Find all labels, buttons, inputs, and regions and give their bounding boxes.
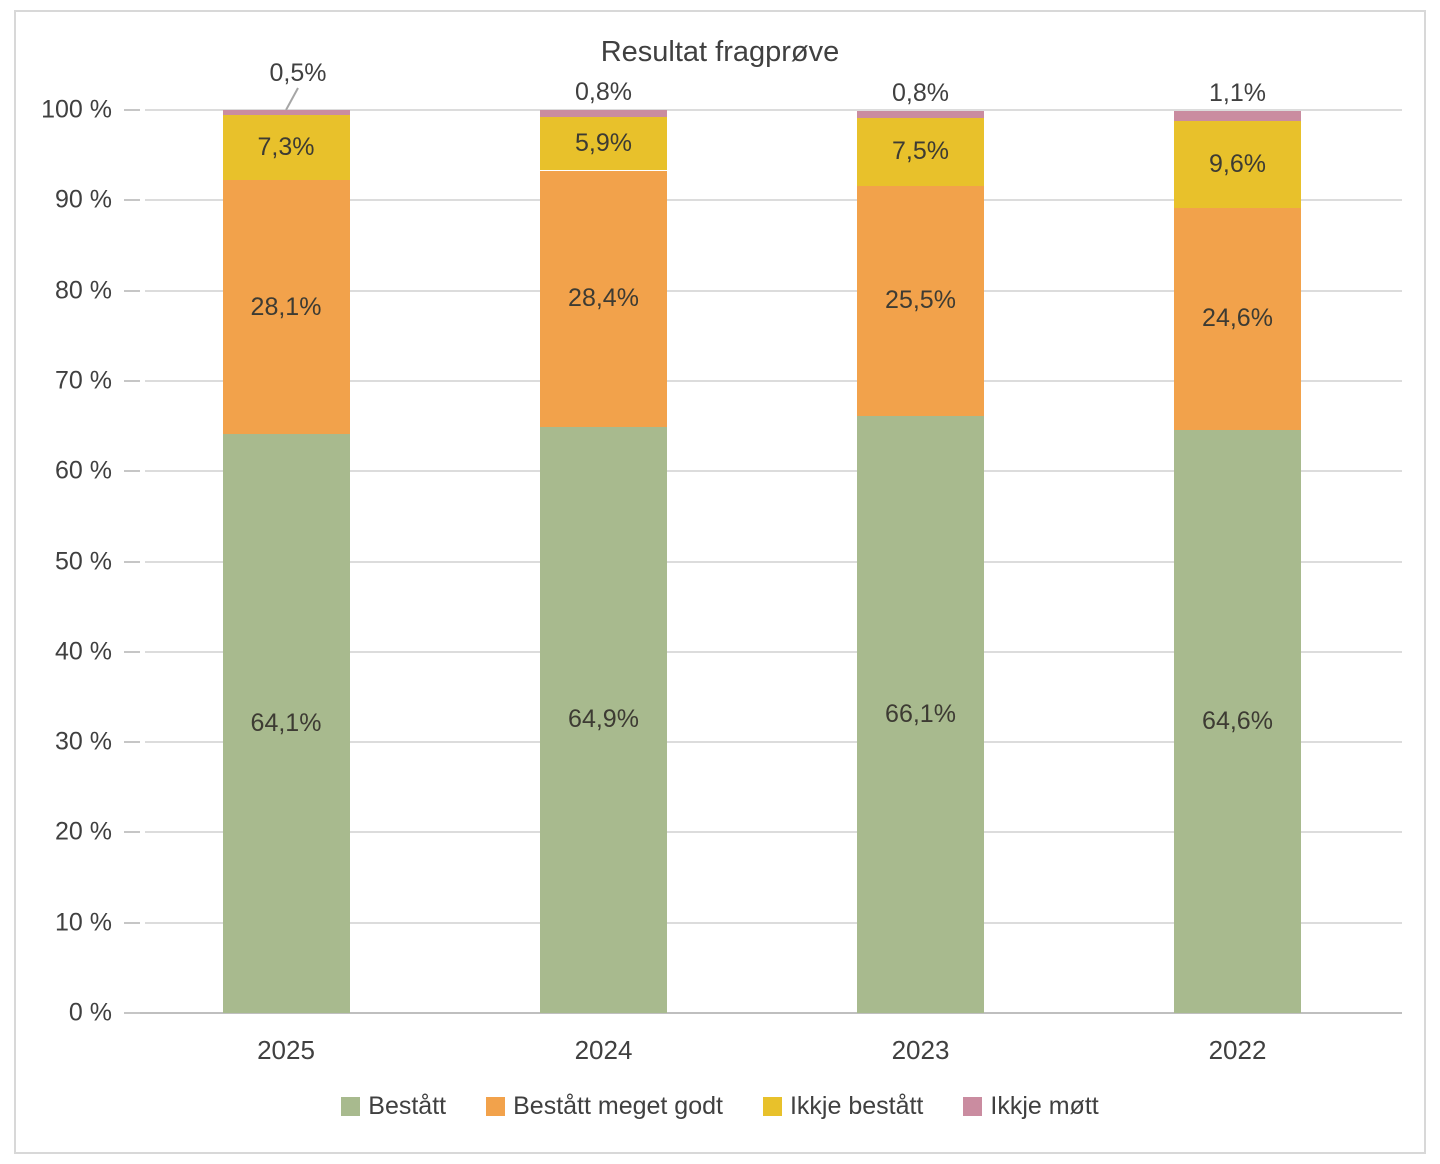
bar-segment-best-tt-meget-godt: 28,4%	[540, 170, 667, 427]
bar-segment-label: 64,9%	[568, 705, 639, 734]
y-axis-label: 30 %	[55, 727, 112, 756]
y-axis-tick	[124, 289, 140, 292]
label-leader-line	[285, 87, 299, 111]
gridline	[145, 921, 1402, 924]
bar-segment-label: 66,1%	[885, 700, 956, 729]
gridline	[145, 650, 1402, 653]
bar-segment-ikkje-m-tt	[540, 110, 667, 118]
gridline	[145, 470, 1402, 473]
x-axis-label: 2025	[257, 1035, 315, 1065]
y-axis-label: 90 %	[55, 185, 112, 214]
bar-top-label: 1,1%	[1209, 78, 1266, 107]
y-axis-tick	[124, 831, 140, 834]
legend-label: Ikkje møtt	[990, 1092, 1099, 1120]
x-axis-line	[124, 1012, 1402, 1014]
bar-segment-best-tt: 66,1%	[857, 416, 984, 1013]
bar-segment-label: 7,3%	[257, 132, 315, 161]
gridline	[145, 199, 1402, 202]
y-axis-label: 70 %	[55, 366, 112, 395]
x-axis-label: 2022	[1208, 1035, 1267, 1065]
bar-segment-label: 64,6%	[1202, 706, 1273, 735]
bar-top-label: 0,8%	[575, 78, 632, 106]
bar-segment-best-tt: 64,1%	[222, 434, 350, 1013]
gridline	[145, 379, 1402, 382]
bar-segment-label: 28,1%	[250, 292, 322, 321]
y-axis-tick	[124, 1012, 140, 1014]
y-axis-label: 0 %	[68, 998, 112, 1027]
legend-item-ikkje-best-tt: Ikkje bestått	[762, 1092, 924, 1121]
legend-item-best-tt: Bestått	[341, 1092, 446, 1121]
legend-swatch	[762, 1097, 782, 1116]
y-axis-tick	[124, 109, 140, 111]
bar-segment-ikkje-best-tt: 5,9%	[540, 117, 667, 171]
gridline	[145, 741, 1402, 744]
bar-segment-best-tt-meget-godt: 28,1%	[222, 180, 350, 435]
bar-top-label: 0,5%	[269, 59, 327, 87]
x-axis-label: 2024	[574, 1035, 633, 1065]
bar-segment-best-tt: 64,9%	[540, 426, 667, 1013]
bar-segment-label: 7,5%	[892, 137, 949, 166]
bar-segment-ikkje-m-tt	[1174, 110, 1301, 121]
bar-segment-ikkje-m-tt	[857, 110, 984, 119]
legend-swatch	[486, 1097, 506, 1116]
y-axis-label: 80 %	[55, 276, 112, 305]
y-axis-label: 10 %	[55, 908, 112, 937]
legend-label: Ikkje bestått	[789, 1092, 924, 1120]
y-axis-tick	[124, 199, 140, 202]
legend-item-ikkje-m-tt: Ikkje møtt	[963, 1092, 1099, 1121]
bar-segment-label: 28,4%	[568, 284, 639, 313]
bar-segment-label: 25,5%	[885, 286, 956, 315]
legend-label: Bestått meget godt	[513, 1092, 723, 1120]
bar-segment-ikkje-best-tt: 7,5%	[857, 118, 984, 186]
bar-segment-best-tt-meget-godt: 24,6%	[1174, 207, 1301, 430]
y-axis-tick	[124, 470, 140, 473]
legend: Bestått Bestått meget godt Ikkje bestått Ik…	[0, 1092, 1440, 1121]
y-axis-tick	[124, 921, 140, 924]
y-axis-label: 60 %	[55, 456, 112, 485]
gridline	[145, 560, 1402, 563]
y-axis-label: 100 %	[41, 95, 112, 124]
legend-swatch	[341, 1097, 361, 1116]
gridline	[145, 289, 1402, 292]
chart-title: Resultat fragprøve	[600, 36, 840, 68]
bar-segment-label: 64,1%	[250, 709, 322, 738]
gridline	[145, 831, 1402, 834]
gridline	[145, 109, 1402, 111]
bar-segment-label: 5,9%	[575, 129, 632, 158]
x-axis-label: 2023	[891, 1035, 950, 1065]
bar-segment-ikkje-m-tt	[222, 110, 350, 115]
y-axis-label: 20 %	[55, 817, 112, 846]
bar-segment-label: 24,6%	[1202, 304, 1273, 333]
legend-item-best-tt-meget-godt: Bestått meget godt	[486, 1092, 723, 1121]
legend-label: Bestått	[368, 1092, 447, 1120]
bar-segment-best-tt-meget-godt: 25,5%	[857, 185, 984, 417]
y-axis-tick	[124, 741, 140, 744]
legend-swatch	[963, 1097, 983, 1116]
y-axis-tick	[124, 379, 140, 382]
bar-segment-ikkje-best-tt: 7,3%	[222, 114, 350, 181]
bar-segment-label: 9,6%	[1209, 149, 1266, 178]
y-axis-tick	[124, 560, 140, 563]
bar-segment-ikkje-best-tt: 9,6%	[1174, 120, 1301, 208]
bar-top-label: 0,8%	[892, 78, 949, 107]
y-axis-label: 50 %	[55, 547, 112, 575]
y-axis-label: 40 %	[55, 637, 112, 666]
y-axis-tick	[124, 650, 140, 653]
bar-segment-best-tt: 64,6%	[1174, 429, 1301, 1013]
